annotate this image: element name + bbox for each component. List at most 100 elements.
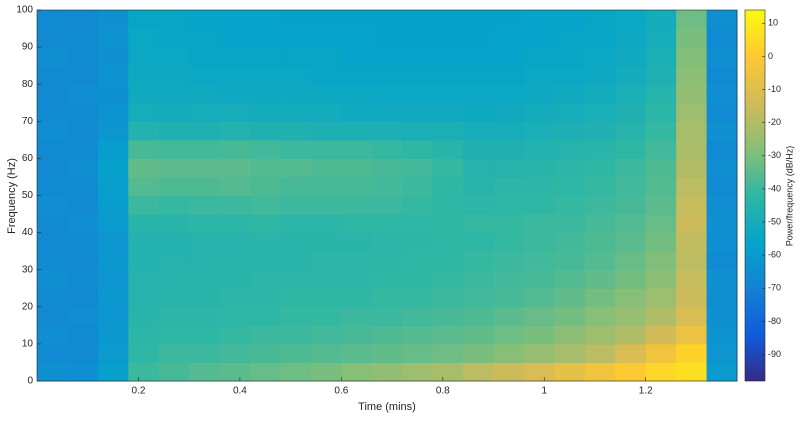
- cell: [341, 343, 373, 363]
- cell: [523, 214, 555, 234]
- cell: [463, 232, 495, 252]
- cell: [615, 325, 647, 345]
- cell: [97, 325, 129, 345]
- cell: [67, 65, 99, 85]
- cell: [310, 269, 342, 289]
- cell: [371, 232, 403, 252]
- cell: [189, 343, 221, 363]
- cell: [584, 158, 616, 178]
- colorbar-tick-label: 0: [768, 51, 773, 61]
- cell: [310, 343, 342, 363]
- cell: [432, 176, 464, 196]
- cell: [584, 121, 616, 141]
- cell: [615, 176, 647, 196]
- cell: [341, 139, 373, 159]
- cell: [310, 158, 342, 178]
- cell: [189, 176, 221, 196]
- cell: [97, 343, 129, 363]
- cell: [219, 362, 251, 382]
- cell: [493, 158, 525, 178]
- cell: [341, 102, 373, 122]
- cell: [676, 47, 708, 67]
- cell: [341, 306, 373, 326]
- cell: [493, 195, 525, 215]
- cell: [310, 325, 342, 345]
- cell: [493, 232, 525, 252]
- cell: [189, 139, 221, 159]
- cell: [97, 28, 129, 48]
- cell: [432, 121, 464, 141]
- y-tick-label: 0: [27, 376, 33, 387]
- cell: [67, 214, 99, 234]
- cell: [676, 65, 708, 85]
- cell: [219, 121, 251, 141]
- cell: [67, 10, 99, 30]
- cell: [676, 84, 708, 104]
- cell: [97, 195, 129, 215]
- cell: [432, 251, 464, 271]
- cell: [432, 65, 464, 85]
- cell: [706, 139, 738, 159]
- cell: [371, 325, 403, 345]
- cell: [341, 121, 373, 141]
- cell: [219, 10, 251, 30]
- cell: [402, 65, 434, 85]
- cell: [706, 232, 738, 252]
- cell: [219, 325, 251, 345]
- cell: [128, 362, 160, 382]
- cell: [250, 47, 281, 67]
- cell: [67, 47, 99, 67]
- cell: [219, 195, 251, 215]
- cell: [219, 158, 251, 178]
- cell: [432, 362, 464, 382]
- cell: [341, 269, 373, 289]
- cell: [402, 232, 434, 252]
- cell: [706, 306, 738, 326]
- cell: [493, 47, 525, 67]
- cell: [310, 47, 342, 67]
- cell: [463, 176, 495, 196]
- colorbar-tick-label: -90: [768, 349, 781, 359]
- cell: [493, 176, 525, 196]
- cell: [645, 65, 677, 85]
- cell: [615, 10, 647, 30]
- cell: [402, 158, 434, 178]
- cell: [310, 362, 342, 382]
- cell: [493, 288, 525, 308]
- cell: [645, 325, 677, 345]
- cell: [402, 176, 434, 196]
- cell: [615, 362, 647, 382]
- cell: [128, 325, 160, 345]
- y-axis-label: Frequency (Hz): [6, 158, 18, 234]
- cell: [67, 306, 99, 326]
- cell: [523, 84, 555, 104]
- cell: [463, 343, 495, 363]
- cell: [645, 28, 677, 48]
- cell: [706, 288, 738, 308]
- cell: [219, 306, 251, 326]
- cell: [432, 306, 464, 326]
- cell: [554, 84, 586, 104]
- cell: [371, 343, 403, 363]
- cell: [615, 288, 647, 308]
- y-tick-label: 70: [22, 116, 34, 127]
- cell: [128, 10, 160, 30]
- cell: [676, 288, 708, 308]
- y-tick-label: 40: [22, 227, 34, 238]
- cell: [158, 214, 190, 234]
- cell: [189, 288, 221, 308]
- cell: [250, 84, 281, 104]
- cell: [706, 362, 738, 382]
- cell: [493, 214, 525, 234]
- cell: [584, 269, 616, 289]
- cell: [432, 269, 464, 289]
- cell: [523, 139, 555, 159]
- x-tick-label: 1: [541, 386, 547, 397]
- cell: [493, 269, 525, 289]
- cell: [158, 362, 190, 382]
- cell: [250, 288, 281, 308]
- cell: [615, 28, 647, 48]
- cell: [584, 251, 616, 271]
- cell: [97, 102, 129, 122]
- cell: [706, 158, 738, 178]
